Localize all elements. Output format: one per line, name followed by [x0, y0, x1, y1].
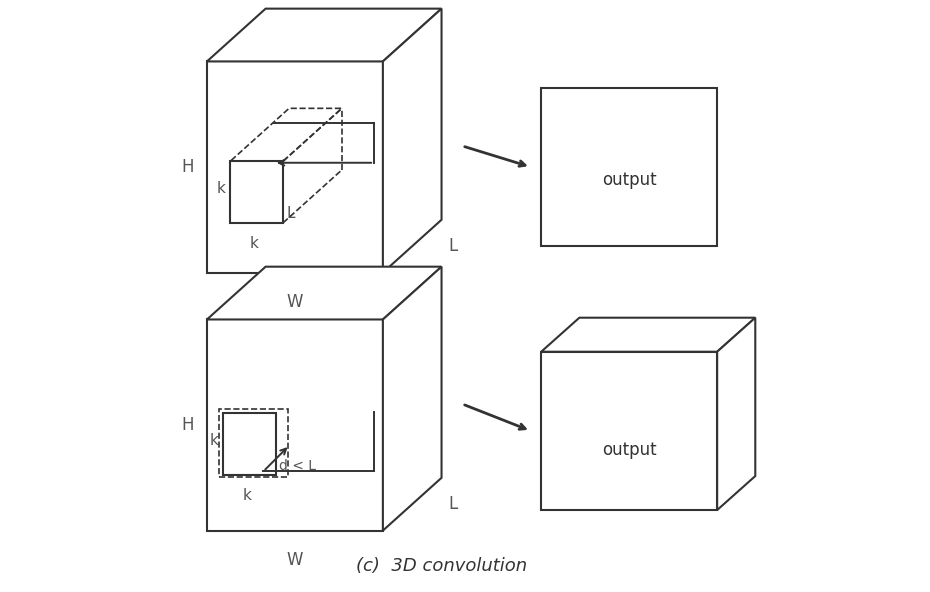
Text: L: L: [286, 206, 295, 221]
Polygon shape: [207, 9, 442, 62]
Text: output: output: [602, 441, 657, 459]
Polygon shape: [717, 318, 755, 510]
Text: k: k: [210, 433, 219, 449]
Polygon shape: [207, 320, 383, 530]
Text: k: k: [217, 181, 226, 197]
Polygon shape: [207, 266, 442, 320]
Text: k: k: [250, 236, 259, 250]
Text: W: W: [286, 551, 303, 569]
Text: L: L: [448, 237, 458, 255]
Polygon shape: [207, 62, 383, 272]
Polygon shape: [383, 9, 442, 272]
Polygon shape: [541, 352, 717, 510]
Text: H: H: [181, 416, 194, 434]
Text: H: H: [181, 158, 194, 176]
Text: L: L: [448, 495, 458, 513]
Text: output: output: [602, 170, 657, 189]
Polygon shape: [383, 266, 442, 530]
Polygon shape: [541, 318, 755, 352]
Text: W: W: [286, 293, 303, 311]
Text: d < L: d < L: [279, 459, 316, 472]
Text: k: k: [243, 488, 252, 503]
Text: (c)  3D convolution: (c) 3D convolution: [356, 556, 527, 575]
